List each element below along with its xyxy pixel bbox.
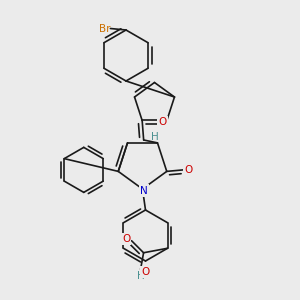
Text: H: H bbox=[137, 271, 145, 281]
Text: O: O bbox=[184, 165, 193, 175]
Text: Br: Br bbox=[99, 23, 110, 34]
Text: O: O bbox=[122, 234, 130, 244]
Text: N: N bbox=[140, 185, 148, 196]
Text: O: O bbox=[158, 117, 166, 127]
Text: O: O bbox=[141, 267, 149, 277]
Text: H: H bbox=[151, 132, 159, 142]
